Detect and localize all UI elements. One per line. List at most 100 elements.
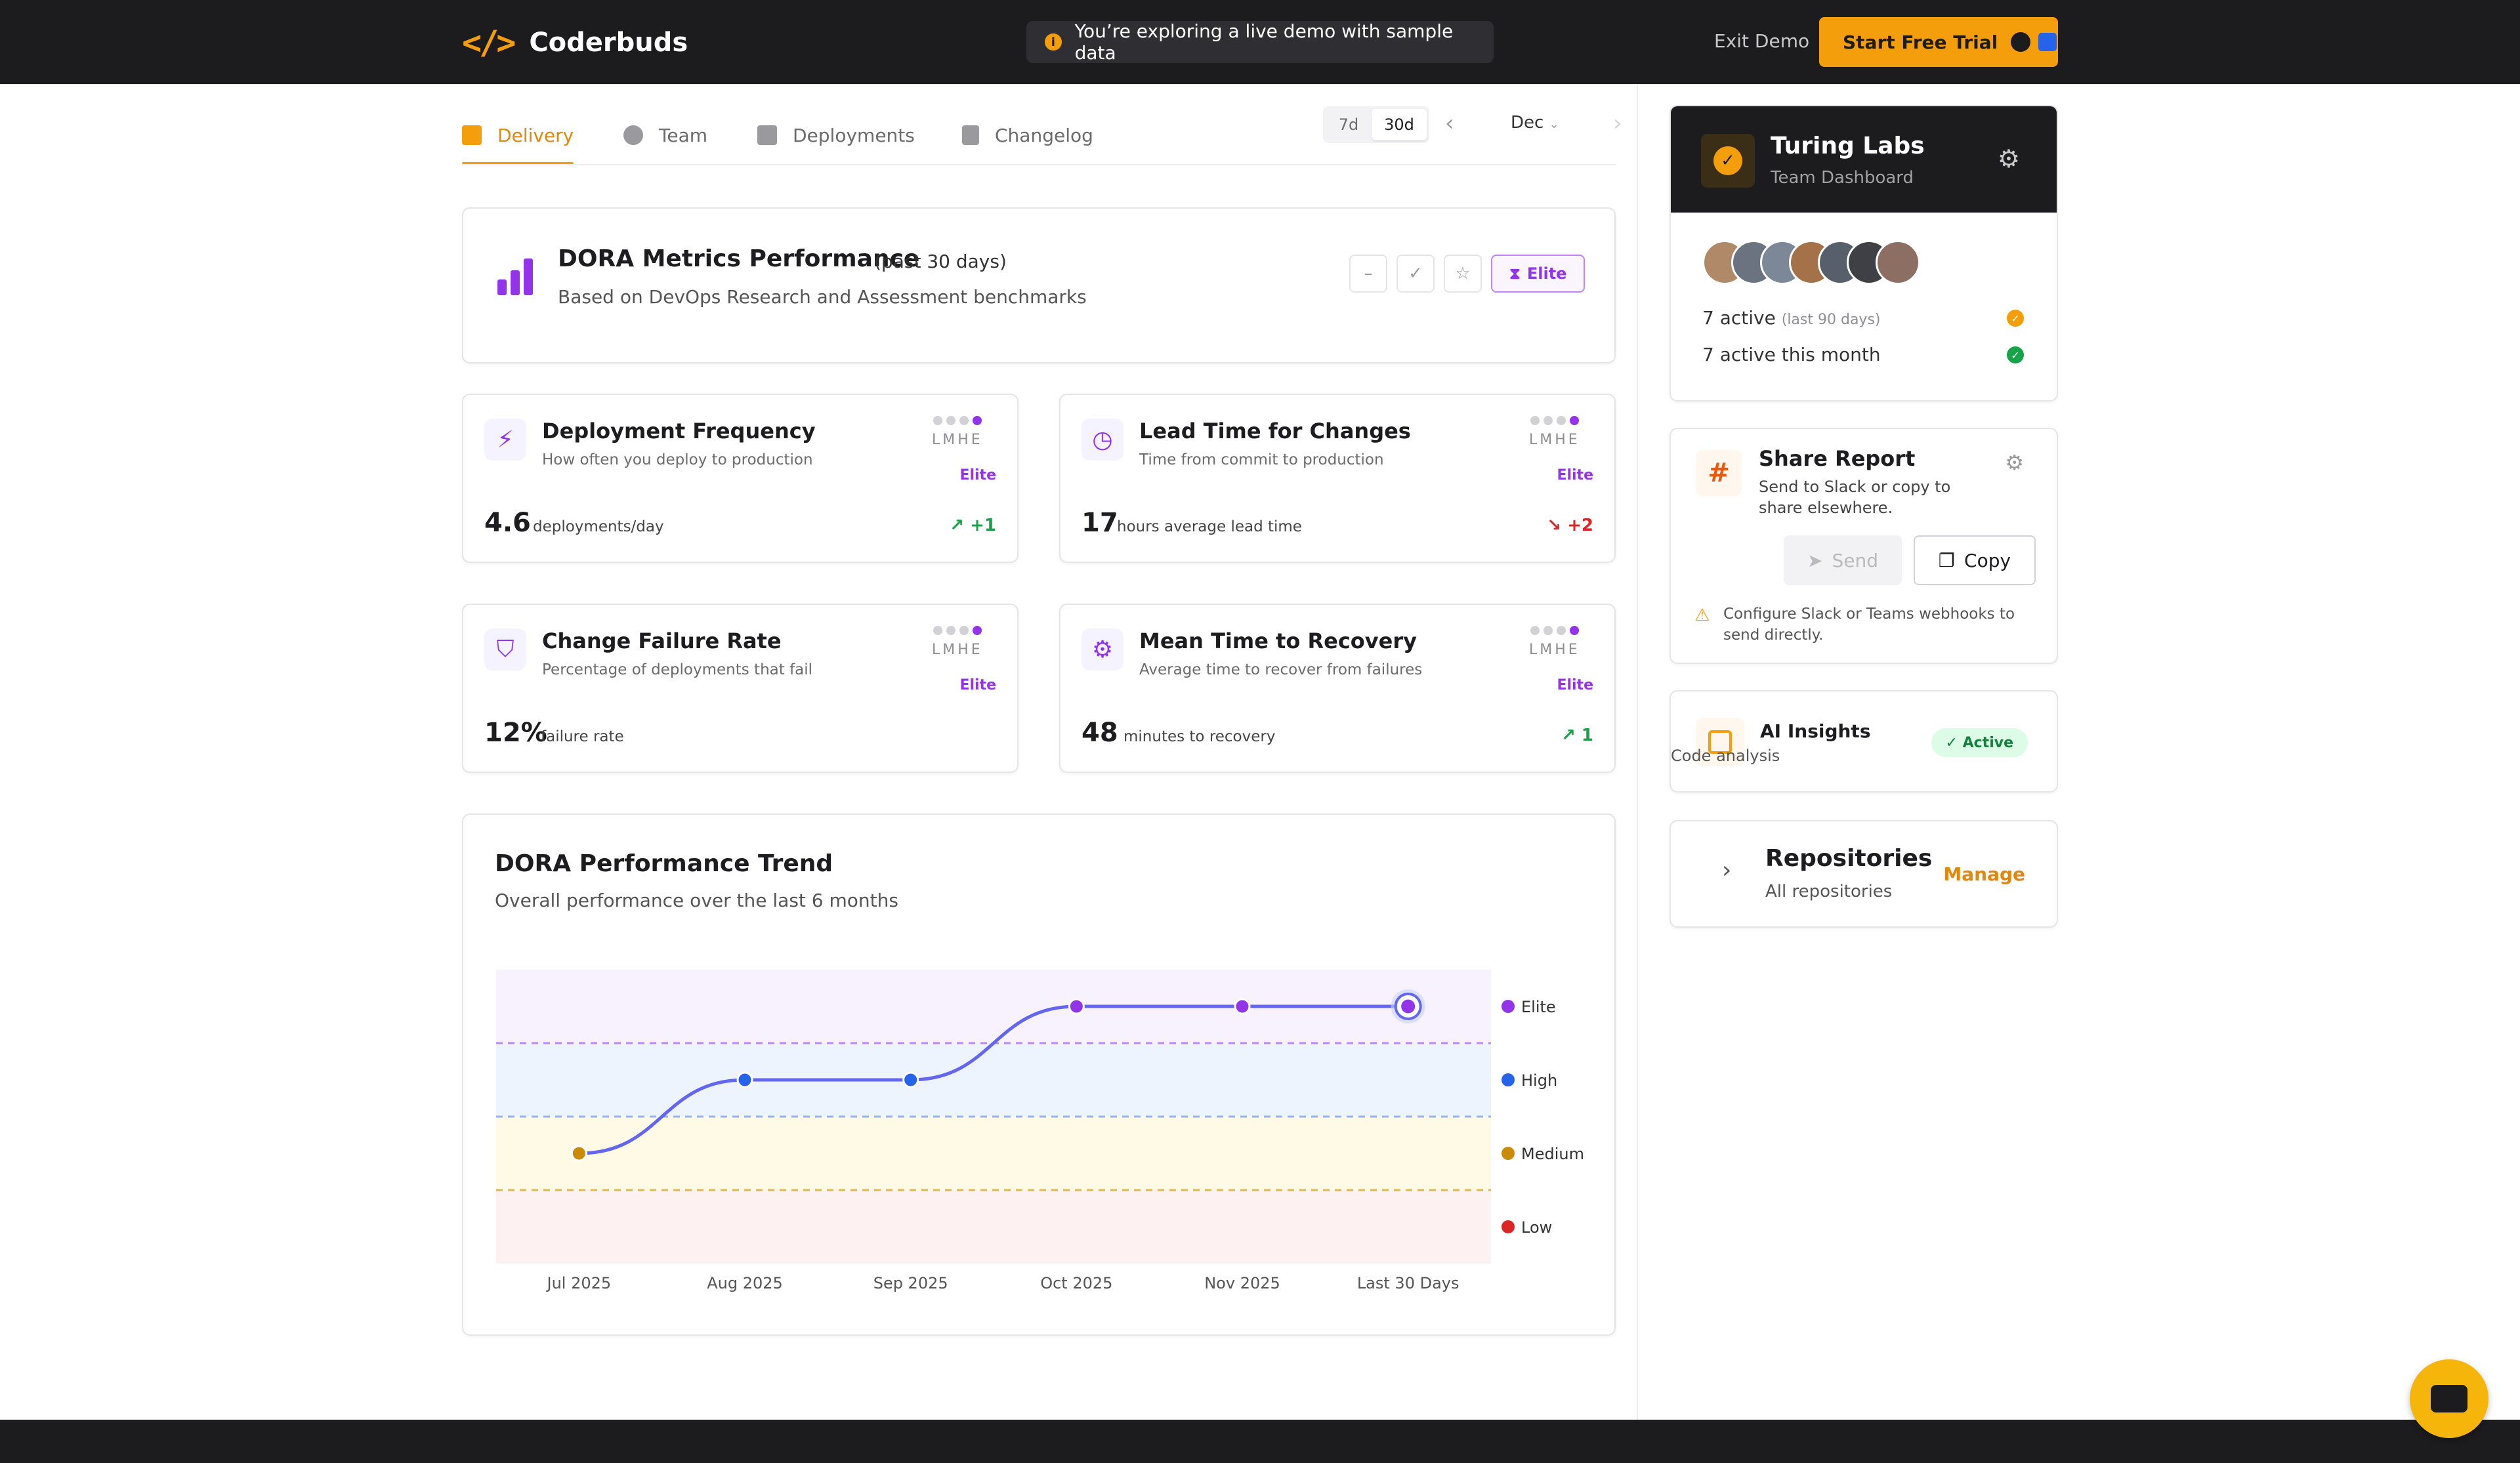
- bitbucket-icon: [2038, 33, 2057, 51]
- chevron-right-icon[interactable]: ›: [1613, 110, 1622, 136]
- trend-line: [579, 1004, 1408, 1155]
- demo-banner-text: You’re exploring a live demo with sample…: [1074, 20, 1454, 64]
- lightning-icon: ⚡: [484, 419, 526, 461]
- chat-button[interactable]: [2410, 1359, 2488, 1438]
- x-tick-label: Aug 2025: [707, 1274, 783, 1292]
- level-labels: LMHE: [932, 642, 983, 658]
- chevron-down-icon: ⌄: [1549, 117, 1559, 131]
- tab-changelog[interactable]: Changelog: [962, 105, 1093, 165]
- metric-description: How often you deploy to production: [542, 451, 813, 468]
- check-circle-icon: ✓: [2007, 310, 2024, 327]
- metric-card-lead-time[interactable]: ◷ Lead Time for Changes Time from commit…: [1059, 394, 1616, 563]
- level-labels: LMHE: [1529, 642, 1580, 658]
- team-header: ✓ Turing Labs Team Dashboard ⚙: [1671, 106, 2057, 213]
- metric-title: Deployment Frequency: [542, 419, 816, 443]
- range-30d[interactable]: 30d: [1372, 109, 1427, 140]
- legend-label: Elite: [1521, 998, 1556, 1016]
- bar-chart-icon: [497, 258, 534, 295]
- tab-deployments[interactable]: Deployments: [757, 105, 915, 165]
- range-7d[interactable]: 7d: [1338, 115, 1359, 134]
- legend-marker: [1502, 1073, 1515, 1086]
- code-brackets-icon: </>: [462, 24, 516, 62]
- star-icon[interactable]: ☆: [1444, 255, 1482, 293]
- data-point: [1234, 998, 1251, 1015]
- repositories-subtitle: All repositories: [1765, 882, 1893, 901]
- x-tick-label: Nov 2025: [1204, 1274, 1280, 1292]
- data-point: [736, 1071, 753, 1088]
- clock-icon: ◷: [1082, 419, 1124, 461]
- dora-summary-card: DORA Metrics Performance (past 30 days) …: [462, 207, 1616, 363]
- legend-marker: [1502, 1220, 1515, 1233]
- warning-icon: ⚠: [1694, 606, 1710, 625]
- team-logo: ✓: [1701, 134, 1755, 188]
- metric-unit: minutes to recovery: [1124, 728, 1276, 745]
- trend-title: DORA Performance Trend: [495, 850, 833, 877]
- share-report-card: # Share Report Send to Slack or copy to …: [1670, 428, 2058, 664]
- tab-delivery[interactable]: Delivery: [462, 105, 574, 165]
- metric-value: 12%: [484, 718, 547, 748]
- send-button[interactable]: ➤ Send: [1784, 535, 1902, 585]
- demo-banner: i You’re exploring a live demo with samp…: [1026, 20, 1494, 64]
- copy-button[interactable]: ❐ Copy: [1914, 535, 2036, 585]
- metric-card-deployment-frequency[interactable]: ⚡ Deployment Frequency How often you dep…: [462, 394, 1018, 563]
- share-description: Send to Slack or copy to share elsewhere…: [1759, 478, 1951, 517]
- github-icon: [2011, 32, 2031, 52]
- trend-value: +2: [1567, 516, 1593, 535]
- legend-label: Low: [1521, 1218, 1552, 1237]
- metric-value: 4.6: [484, 508, 531, 538]
- metric-card-mean-time-to-recovery[interactable]: ⚙ Mean Time to Recovery Average time to …: [1059, 604, 1616, 773]
- x-tick-label: Jul 2025: [545, 1274, 611, 1292]
- main-tabs: Delivery Team Deployments Changelog: [462, 105, 1617, 165]
- metric-tier: Elite: [1557, 677, 1593, 693]
- level-dots: [933, 416, 986, 425]
- ai-insights-card[interactable]: AI Insights Code analysis ✓ Active: [1670, 690, 2058, 793]
- metric-tier: Elite: [959, 677, 996, 693]
- brand-name: Coderbuds: [529, 28, 688, 58]
- exit-demo-link[interactable]: Exit Demo: [1714, 30, 1810, 52]
- dora-period: (past 30 days): [874, 251, 1007, 272]
- metric-title: Mean Time to Recovery: [1139, 628, 1417, 653]
- repositories-title: Repositories: [1765, 845, 1933, 872]
- band-medium: [496, 1117, 1491, 1190]
- level-dots: [1530, 416, 1583, 425]
- ai-status-badge: ✓ Active: [1931, 728, 2028, 757]
- month-select[interactable]: Dec ⌄: [1511, 113, 1559, 133]
- footer-bar: [0, 1420, 2520, 1463]
- check-icon[interactable]: ✓: [1396, 255, 1435, 293]
- metric-trend: ↗ 1: [1561, 726, 1593, 745]
- chip-icon: [1696, 718, 1744, 766]
- metric-tier: Elite: [1557, 467, 1593, 484]
- metric-trend: ↗ +1: [950, 516, 996, 535]
- chevron-right-icon[interactable]: ›: [1722, 857, 1732, 884]
- elite-badge[interactable]: ⧗ Elite: [1491, 255, 1586, 293]
- manage-repositories-link[interactable]: Manage: [1943, 863, 2025, 885]
- trial-button-label: Start Free Trial: [1843, 31, 1998, 53]
- trend-up-icon: ↗: [1561, 726, 1582, 745]
- metric-card-change-failure-rate[interactable]: ⛉ Change Failure Rate Percentage of depl…: [462, 604, 1018, 773]
- metric-value: 17: [1082, 508, 1118, 538]
- warning-text: Configure Slack or Teams webhooks to sen…: [1723, 606, 2015, 644]
- share-settings-gear-icon[interactable]: ⚙: [2005, 450, 2024, 475]
- team-settings-gear-icon[interactable]: ⚙: [1997, 144, 2020, 173]
- range-toggle: 7d 30d: [1323, 106, 1429, 143]
- data-point: [902, 1071, 919, 1088]
- minus-icon[interactable]: –: [1349, 255, 1387, 293]
- legend-marker: [1502, 1147, 1515, 1160]
- tab-label: Team: [659, 124, 708, 146]
- start-free-trial-button[interactable]: Start Free Trial: [1819, 17, 2058, 67]
- info-icon: i: [1045, 33, 1062, 51]
- x-tick-label: Last 30 Days: [1357, 1274, 1460, 1292]
- trend-chart: Jul 2025 Aug 2025 Sep 2025 Oct 2025 Nov 2025…: [496, 970, 1584, 1292]
- verified-badge-icon: ✓: [1713, 146, 1742, 175]
- band-high: [496, 1043, 1491, 1117]
- month-value: Dec: [1511, 113, 1544, 133]
- team-avatars[interactable]: [1702, 240, 1920, 285]
- repositories-card: › Repositories All repositories Manage: [1670, 820, 2058, 928]
- chevron-left-icon[interactable]: ‹: [1445, 110, 1454, 136]
- tab-team[interactable]: Team: [623, 105, 707, 165]
- chart-icon: [462, 125, 482, 145]
- brand-logo[interactable]: </> Coderbuds: [462, 24, 688, 62]
- avatar[interactable]: [1876, 240, 1920, 285]
- copy-label: Copy: [1964, 549, 2011, 571]
- band-low: [496, 1190, 1491, 1264]
